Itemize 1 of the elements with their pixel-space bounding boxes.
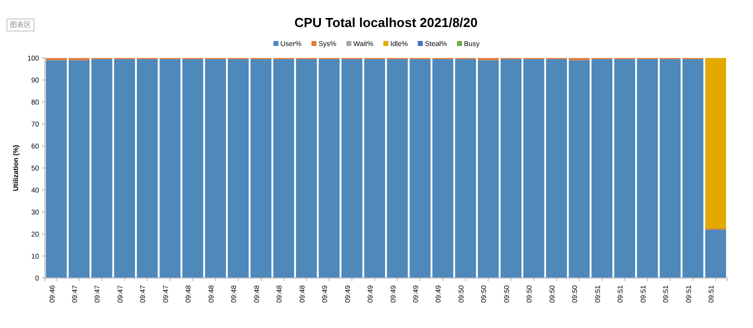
chart-title: CPU Total localhost 2021/8/20 (294, 15, 478, 30)
